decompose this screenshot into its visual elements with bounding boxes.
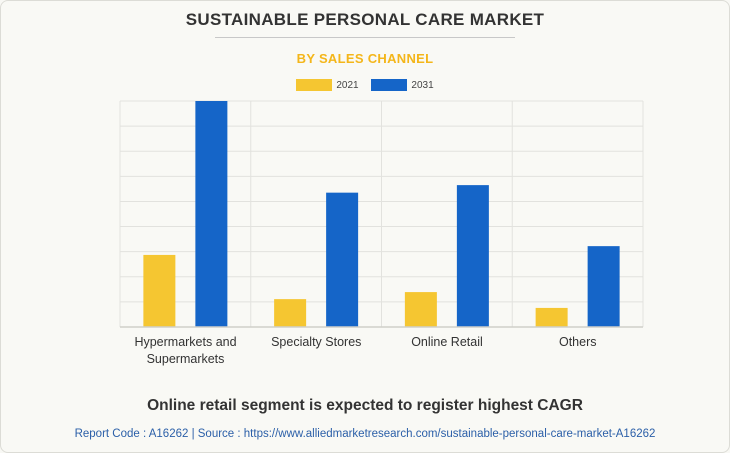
legend-item-2031[interactable]: 2031	[371, 79, 434, 91]
bar-2031-1[interactable]	[326, 192, 359, 327]
bar-2031-0[interactable]	[195, 101, 228, 327]
chart-legend: 2021 2031	[0, 79, 730, 94]
bar-2021-3[interactable]	[535, 307, 568, 327]
bar-2021-1[interactable]	[274, 299, 307, 327]
bar-2021-0[interactable]	[143, 254, 176, 327]
source-link[interactable]: Report Code : A16262 | Source : https://…	[74, 428, 656, 440]
chart-subtitle: BY SALES CHANNEL	[296, 51, 434, 66]
chart-title: SUSTAINABLE PERSONAL CARE MARKET	[185, 10, 545, 29]
bars	[143, 101, 620, 327]
category-label: Online Retail	[411, 335, 483, 349]
legend-swatch-2031	[371, 79, 408, 91]
legend-item-2021[interactable]: 2021	[296, 79, 359, 91]
legend-label-2031: 2031	[411, 79, 434, 91]
category-label: Others	[558, 335, 597, 349]
legend-label-2021: 2021	[336, 79, 359, 91]
legend-swatch-2021	[296, 79, 333, 91]
chart-footnote: Online retail segment is expected to reg…	[147, 397, 583, 414]
category-label: Specialty Stores	[271, 335, 362, 349]
category-label: Hypermarkets and Supermarkets	[134, 335, 237, 366]
title-divider	[215, 37, 515, 38]
grid-lines	[119, 100, 644, 327]
bar-2021-2[interactable]	[404, 292, 437, 327]
bar-2031-3[interactable]	[587, 246, 620, 327]
bar-2031-2[interactable]	[456, 185, 489, 327]
